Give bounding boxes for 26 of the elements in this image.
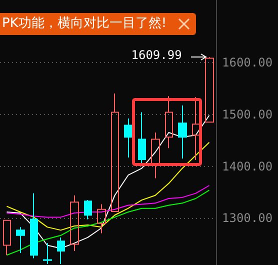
candlestick bbox=[192, 96, 200, 161]
line-series bbox=[6, 190, 210, 256]
line-series bbox=[6, 185, 210, 218]
y-tick-label: 1500.00 bbox=[222, 107, 273, 122]
candlestick bbox=[165, 96, 173, 149]
candlestick bbox=[70, 194, 79, 252]
candlestick bbox=[43, 242, 52, 264]
line-series bbox=[6, 114, 210, 249]
candlestick bbox=[138, 112, 146, 166]
y-tick-label: 1400.00 bbox=[222, 159, 273, 174]
candlestick bbox=[151, 132, 160, 179]
candlestick bbox=[16, 226, 25, 254]
candlestick bbox=[178, 104, 187, 159]
candlestick bbox=[205, 56, 214, 123]
annotation: 1609.99 bbox=[131, 48, 182, 62]
candlestick bbox=[84, 200, 92, 220]
y-tick-label: 1600.00 bbox=[222, 55, 273, 70]
candlestick bbox=[3, 220, 11, 256]
line-series bbox=[6, 142, 210, 231]
candlestick bbox=[111, 93, 119, 212]
annotation: PK功能，横向对比一目了然! bbox=[2, 16, 167, 31]
candlestick bbox=[97, 204, 106, 234]
y-tick-label: 1300.00 bbox=[222, 211, 273, 226]
candlestick bbox=[57, 236, 65, 264]
candlestick bbox=[30, 192, 38, 259]
candlestick bbox=[124, 118, 133, 158]
